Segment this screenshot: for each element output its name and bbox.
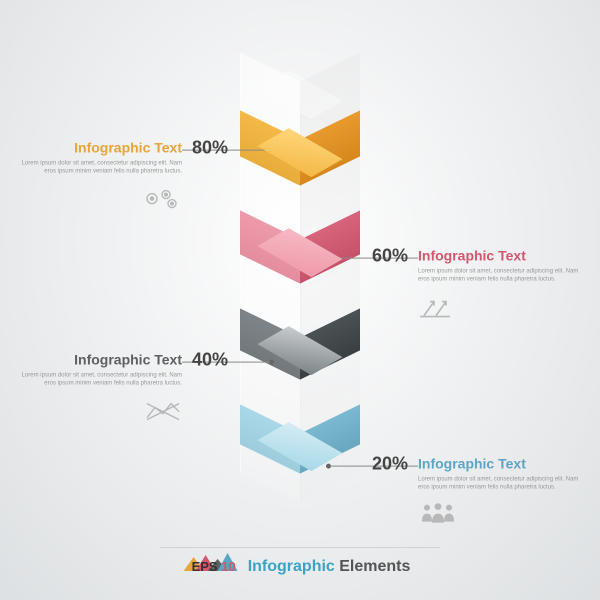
callout-seg3: 40% Infographic Text Lorem ipsum dolor s… [12, 352, 182, 429]
glass-column [240, 82, 360, 502]
footer-divider [160, 547, 440, 548]
arrows-up-icon [418, 294, 588, 325]
infographic-stage: 80% Infographic Text Lorem ipsum dolor s… [240, 82, 360, 502]
percent-label: 60% [372, 246, 408, 267]
gears-icon [142, 186, 182, 217]
eps-label: EPS [192, 559, 218, 574]
footer: EPS 10 Infographic Elements [190, 555, 411, 578]
percent-label: 40% [192, 350, 228, 371]
percent-label: 20% [372, 454, 408, 475]
segment-title: Infographic Text [12, 352, 182, 368]
chart-cross-icon [144, 398, 182, 429]
footer-title: Infographic Elements [248, 558, 411, 576]
percent-label: 80% [192, 138, 228, 159]
segment-body: Lorem ipsum dolor sit amet, consectetur … [12, 372, 182, 388]
footer-title-suffix: Elements [335, 558, 411, 575]
segment-title: Infographic Text [418, 248, 588, 264]
people-icon [418, 502, 588, 529]
segment-body: Lorem ipsum dolor sit amet, consectetur … [418, 268, 588, 284]
eps-badge: EPS 10 [190, 555, 238, 578]
segment-body: Lorem ipsum dolor sit amet, consectetur … [12, 160, 182, 176]
eps-number: 10 [221, 559, 235, 574]
callout-seg2: 60% Infographic Text Lorem ipsum dolor s… [418, 248, 588, 325]
footer-title-prefix: Infographic [248, 558, 335, 575]
segment-body: Lorem ipsum dolor sit amet, consectetur … [418, 476, 588, 492]
callout-seg4: 20% Infographic Text Lorem ipsum dolor s… [418, 456, 588, 529]
callout-seg1: 80% Infographic Text Lorem ipsum dolor s… [12, 140, 182, 217]
segment-title: Infographic Text [12, 140, 182, 156]
segment-title: Infographic Text [418, 456, 588, 472]
